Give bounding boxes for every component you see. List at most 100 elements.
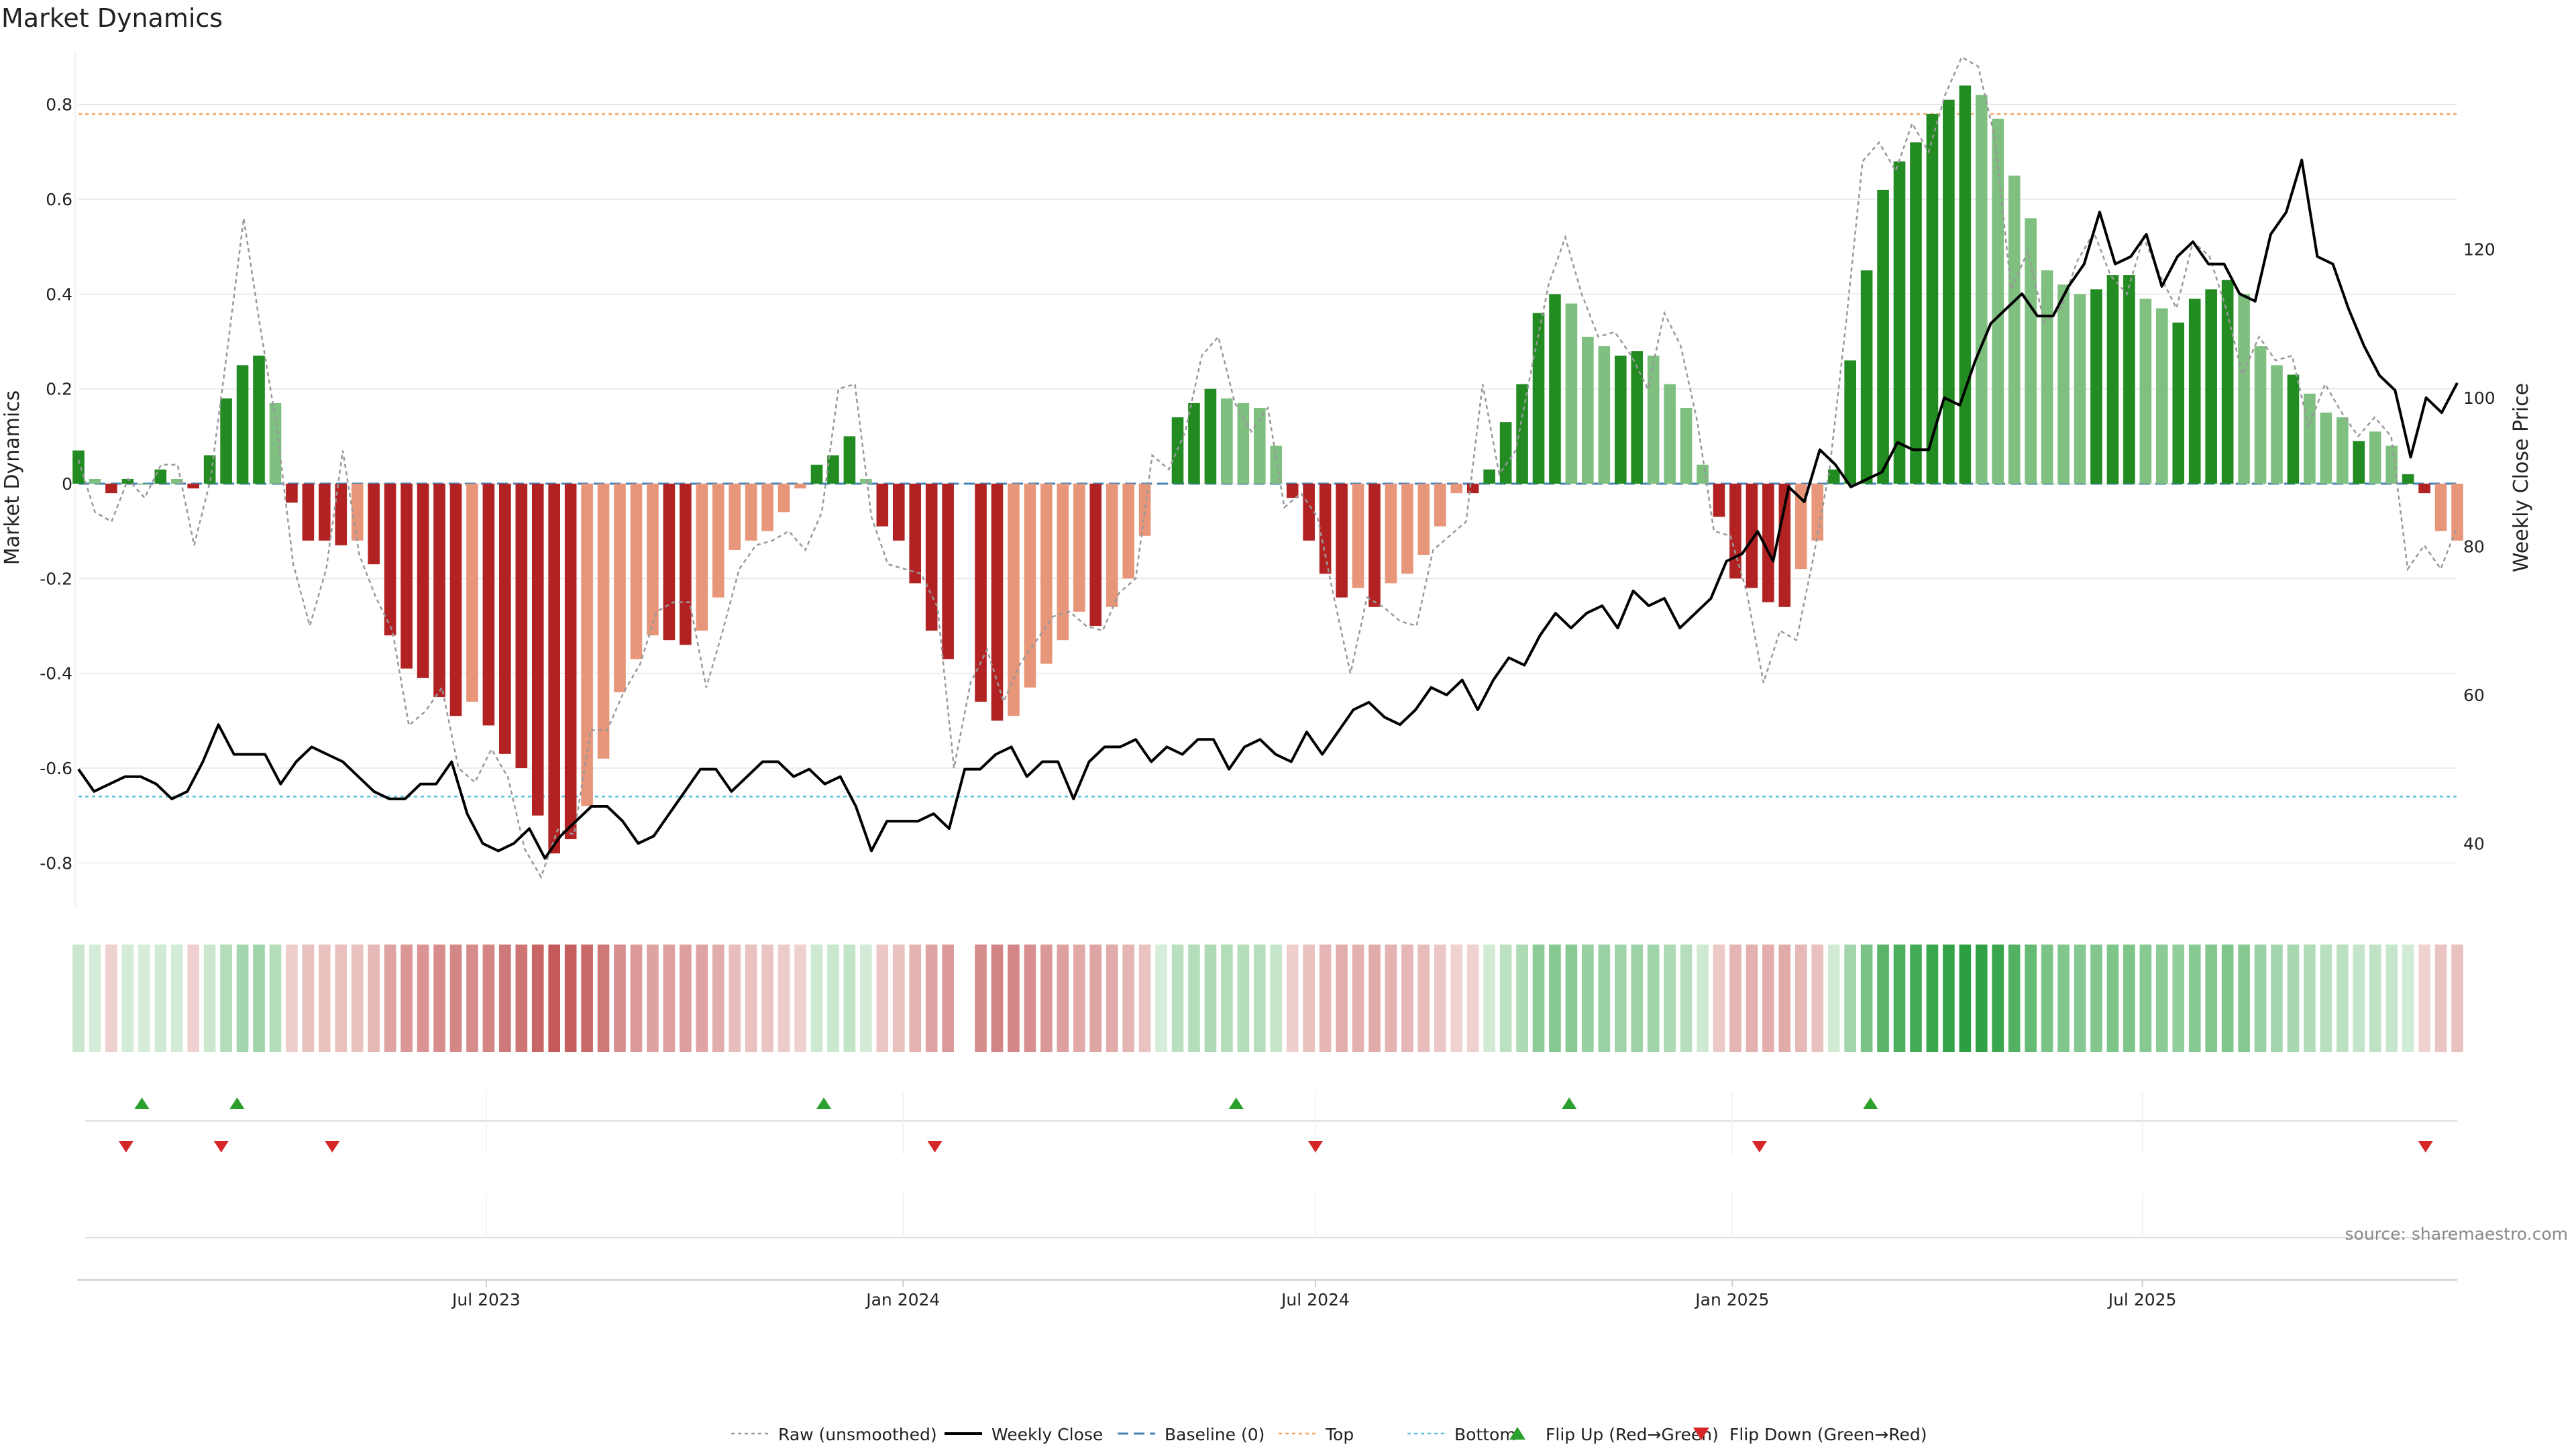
heatmap-cell bbox=[581, 945, 593, 1052]
dynamics-bar bbox=[1664, 384, 1676, 484]
dynamics-bar bbox=[1762, 484, 1774, 602]
heatmap-cell bbox=[991, 945, 1004, 1052]
dynamics-bar bbox=[1975, 95, 1988, 484]
dynamics-bar bbox=[1910, 142, 1922, 484]
dynamics-bar bbox=[2353, 441, 2365, 484]
legend-item: Baseline (0) bbox=[1118, 1425, 1265, 1444]
legend-label: Raw (unsmoothed) bbox=[778, 1425, 937, 1444]
heatmap-cell bbox=[302, 945, 315, 1052]
heatmap-cell bbox=[335, 945, 347, 1052]
dynamics-bar bbox=[1303, 484, 1315, 541]
heatmap-cell bbox=[1204, 945, 1217, 1052]
dynamics-bar bbox=[564, 484, 577, 840]
heatmap-cell bbox=[1253, 945, 1266, 1052]
heatmap-cell bbox=[2025, 945, 2037, 1052]
dynamics-bar bbox=[2385, 445, 2398, 484]
dynamics-bar bbox=[1647, 356, 1660, 484]
left-tick-label: 0.8 bbox=[46, 95, 72, 115]
legend-item: Top bbox=[1279, 1425, 1354, 1444]
x-tick-label: Jul 2024 bbox=[1280, 1290, 1350, 1309]
dynamics-bar bbox=[2320, 413, 2332, 484]
heatmap-cell bbox=[2008, 945, 2021, 1052]
dynamics-bar bbox=[876, 484, 889, 527]
heatmap-cell bbox=[449, 945, 462, 1052]
heatmap-cell bbox=[121, 945, 134, 1052]
legend-item: Raw (unsmoothed) bbox=[731, 1425, 937, 1444]
heatmap-cell bbox=[2221, 945, 2234, 1052]
flip-up-marker bbox=[229, 1097, 245, 1109]
dynamics-bar bbox=[466, 484, 478, 702]
right-axis-label: Weekly Close Price bbox=[2510, 383, 2533, 572]
heatmap-cell bbox=[1368, 945, 1381, 1052]
dynamics-bar bbox=[1598, 346, 1611, 484]
heatmap-cell bbox=[2057, 945, 2070, 1052]
heatmap-cell bbox=[2369, 945, 2381, 1052]
flip-up-marker bbox=[1228, 1097, 1244, 1109]
dynamics-bar bbox=[384, 484, 396, 636]
dynamics-bar bbox=[1073, 484, 1085, 612]
heatmap-cell bbox=[1237, 945, 1250, 1052]
dynamics-bar bbox=[482, 484, 495, 726]
dynamics-bar bbox=[1549, 294, 1561, 484]
dynamics-bar bbox=[2287, 374, 2300, 484]
dynamics-bar bbox=[1008, 484, 1020, 716]
dynamics-bar bbox=[860, 478, 872, 484]
dynamics-bar bbox=[1582, 336, 1594, 484]
dynamics-bar bbox=[1811, 484, 1824, 541]
heatmap-cell bbox=[2434, 945, 2447, 1052]
dynamics-bar bbox=[1040, 484, 1053, 664]
dynamics-bar bbox=[72, 450, 85, 484]
heatmap-cell bbox=[466, 945, 478, 1052]
heatmap-cell bbox=[892, 945, 905, 1052]
heatmap-cell bbox=[1499, 945, 1512, 1052]
heatmap-cell bbox=[1582, 945, 1594, 1052]
flip-down-marker bbox=[1752, 1141, 1767, 1152]
dynamics-bar bbox=[400, 484, 413, 669]
dynamics-bar bbox=[1106, 484, 1118, 607]
dynamics-bar bbox=[1499, 422, 1512, 484]
dynamics-bar bbox=[614, 484, 626, 692]
right-tick-label: 40 bbox=[2463, 834, 2485, 853]
x-tick-label: Jul 2025 bbox=[2107, 1290, 2177, 1309]
dynamics-bar bbox=[1385, 484, 1397, 584]
dynamics-bar bbox=[2402, 474, 2414, 484]
heatmap-cell bbox=[187, 945, 199, 1052]
left-axis-label: Market Dynamics bbox=[1, 390, 24, 566]
heatmap-cell bbox=[220, 945, 232, 1052]
left-tick-label: -0.6 bbox=[40, 759, 72, 778]
right-axis-ticks: 40 60 80 100 120 bbox=[2463, 239, 2496, 853]
heatmap-cell bbox=[2205, 945, 2217, 1052]
dynamics-bar bbox=[630, 484, 643, 659]
dynamics-bar bbox=[1565, 303, 1578, 484]
left-tick-label: 0.2 bbox=[46, 380, 72, 399]
dynamics-bar bbox=[777, 484, 790, 513]
heatmap-cell bbox=[1024, 945, 1036, 1052]
dynamics-bar bbox=[1631, 351, 1644, 484]
dynamics-bar bbox=[2254, 346, 2267, 484]
dynamics-bar bbox=[1943, 99, 1955, 484]
dynamics-bar bbox=[712, 484, 724, 598]
heatmap-cell bbox=[1073, 945, 1085, 1052]
heatmap-cell bbox=[1844, 945, 1856, 1052]
heatmap-cell bbox=[810, 945, 823, 1052]
flip-down-marker bbox=[927, 1141, 943, 1152]
heatmap-cell bbox=[1598, 945, 1611, 1052]
legend-item: Flip Down (Green→Red) bbox=[1693, 1425, 1927, 1444]
dynamics-bar bbox=[2369, 431, 2381, 484]
dynamics-bar bbox=[975, 484, 987, 702]
dynamics-bar bbox=[1057, 484, 1069, 641]
heatmap-cell bbox=[1697, 945, 1709, 1052]
dynamics-bar bbox=[1860, 270, 1873, 484]
heatmap-cell bbox=[417, 945, 429, 1052]
dynamics-bar bbox=[794, 484, 806, 489]
heatmap-cell bbox=[1057, 945, 1069, 1052]
right-tick-label: 100 bbox=[2463, 388, 2496, 408]
dynamics-bar bbox=[1368, 484, 1381, 607]
left-tick-label: -0.8 bbox=[40, 853, 72, 873]
dynamics-bar bbox=[548, 484, 561, 854]
dynamics-bar bbox=[581, 484, 593, 806]
heatmap-cell bbox=[876, 945, 889, 1052]
heatmap-cell bbox=[1532, 945, 1545, 1052]
dynamics-bar bbox=[121, 478, 134, 484]
dynamics-bar bbox=[1434, 484, 1446, 527]
